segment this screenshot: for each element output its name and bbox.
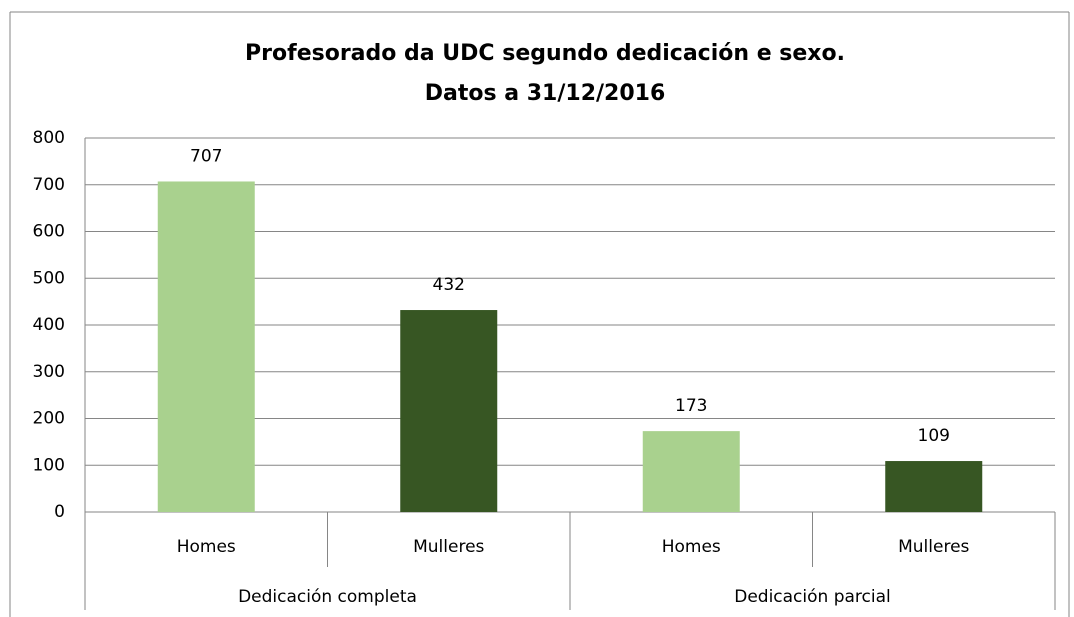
bar	[885, 461, 983, 512]
x-tick-label: Homes	[662, 537, 721, 557]
y-tick-label: 700	[33, 175, 65, 195]
y-tick-label: 500	[33, 268, 65, 288]
y-tick-label: 0	[54, 502, 65, 522]
data-label: 432	[433, 275, 465, 295]
y-tick-label: 800	[33, 128, 65, 148]
y-tick-label: 300	[33, 362, 65, 382]
data-label: 173	[675, 396, 707, 416]
y-tick-label: 400	[33, 315, 65, 335]
y-tick-label: 100	[33, 455, 65, 475]
group-label: Dedicación completa	[238, 587, 417, 607]
group-label: Dedicación parcial	[734, 587, 891, 607]
x-tick-label: Mulleres	[413, 537, 484, 557]
bar	[642, 431, 740, 512]
y-tick-label: 600	[33, 222, 65, 242]
x-tick-label: Mulleres	[898, 537, 969, 557]
data-label: 707	[190, 146, 222, 166]
x-tick-label: Homes	[177, 537, 236, 557]
data-label: 109	[918, 426, 950, 446]
bar	[400, 310, 498, 512]
chart-subtitle: Datos a 31/12/2016	[425, 81, 666, 106]
chart-title: Profesorado da UDC segundo dedicación e …	[245, 41, 845, 66]
bar	[157, 181, 255, 513]
y-tick-label: 200	[33, 409, 65, 429]
